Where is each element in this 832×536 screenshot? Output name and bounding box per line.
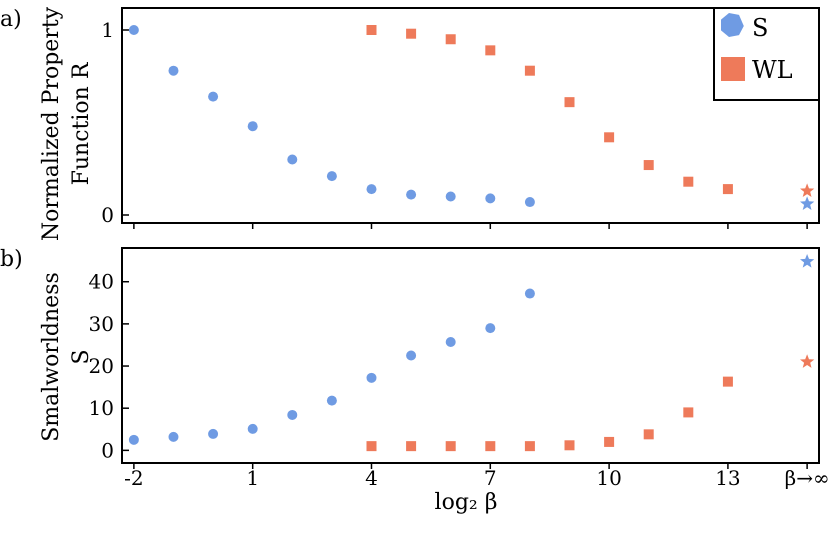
legend-s-marker <box>721 13 744 37</box>
point-s <box>406 350 417 361</box>
point-wl <box>683 407 694 418</box>
point-wl <box>524 441 535 452</box>
point-s <box>485 193 496 204</box>
point-s <box>326 171 337 182</box>
point-s <box>524 197 535 208</box>
point-wl <box>643 429 654 440</box>
panel-b-label: b) <box>0 247 23 272</box>
x-tick-label: -2 <box>124 466 143 490</box>
panel-a: a) Normalized Property Function R 01 S W… <box>0 6 820 241</box>
point-s <box>485 323 496 334</box>
point-wl <box>604 436 615 447</box>
panel-b-ylabel-line2: S <box>69 349 94 364</box>
point-s <box>445 337 456 348</box>
point-s <box>208 428 219 439</box>
panel-a-frame <box>121 7 820 224</box>
x-tick-label: 4 <box>365 466 378 490</box>
star-wl <box>800 354 815 368</box>
star-wl <box>800 183 815 197</box>
panel-a-marks <box>128 25 815 210</box>
point-wl <box>366 441 377 452</box>
point-s <box>247 121 258 132</box>
star-s <box>800 196 815 210</box>
legend-wl-label: WL <box>752 56 793 84</box>
y-tick-label: 30 <box>89 312 114 336</box>
point-wl <box>524 65 535 76</box>
y-tick-label: 10 <box>89 396 114 420</box>
legend: S WL <box>713 7 820 101</box>
point-wl <box>485 45 496 56</box>
x-tick-label-infinity: β→∞ <box>785 466 830 490</box>
panel-a-ylabel-line1: Normalized Property <box>39 6 64 241</box>
point-wl <box>722 184 733 195</box>
legend-wl-marker <box>721 57 745 81</box>
point-s <box>128 25 139 35</box>
y-tick-label: 40 <box>89 270 114 294</box>
point-s <box>128 434 139 445</box>
x-tick-labels: -2 1 4 7 10 13 β→∞ <box>124 466 829 490</box>
point-s <box>406 189 417 200</box>
panel-b-x-ticks <box>133 463 808 469</box>
point-s <box>287 409 298 420</box>
legend-s-label: S <box>752 14 768 42</box>
point-s <box>168 65 179 76</box>
panel-a-label: a) <box>0 7 22 32</box>
point-wl <box>564 97 575 108</box>
y-tick-label: 0 <box>101 203 114 227</box>
x-tick-label: 10 <box>596 466 621 490</box>
x-axis-label: log₂ β <box>435 490 498 515</box>
panel-b-ylabel-line1: Smalworldness <box>39 272 64 442</box>
point-s <box>366 184 377 195</box>
point-s <box>366 372 377 383</box>
point-wl <box>564 440 575 451</box>
panel-b-y-ticks: 0 10 20 30 40 <box>89 270 129 462</box>
panel-b-marks <box>128 254 815 452</box>
y-tick-label: 0 <box>101 438 114 462</box>
point-s <box>524 288 535 299</box>
point-wl <box>722 376 733 387</box>
x-tick-label: 7 <box>484 466 497 490</box>
point-wl <box>445 34 456 45</box>
point-s <box>168 431 179 442</box>
point-wl <box>366 25 377 35</box>
x-tick-label: 13 <box>715 466 740 490</box>
point-s <box>247 423 258 434</box>
panel-b: b) Smalworldness S 0 10 20 30 40 -2 1 4 7 10 13 β→… <box>0 247 830 515</box>
point-wl <box>445 441 456 452</box>
point-s <box>287 154 298 165</box>
point-wl <box>485 441 496 452</box>
panel-a-ylabel-line2: Function R <box>69 61 94 185</box>
panel-b-frame <box>121 247 820 464</box>
point-s <box>326 395 337 406</box>
point-wl <box>406 441 417 452</box>
point-wl <box>604 132 615 143</box>
y-tick-label: 20 <box>89 354 114 378</box>
star-s <box>800 254 815 268</box>
x-tick-label: 1 <box>246 466 259 490</box>
panel-a-x-ticks <box>133 223 808 229</box>
legend-box <box>713 7 820 101</box>
point-s <box>208 91 219 102</box>
y-tick-label: 1 <box>101 18 114 42</box>
point-wl <box>683 176 694 187</box>
point-wl <box>643 160 654 171</box>
panel-a-y-ticks: 01 <box>101 18 129 227</box>
point-s <box>445 191 456 202</box>
point-wl <box>406 28 417 39</box>
